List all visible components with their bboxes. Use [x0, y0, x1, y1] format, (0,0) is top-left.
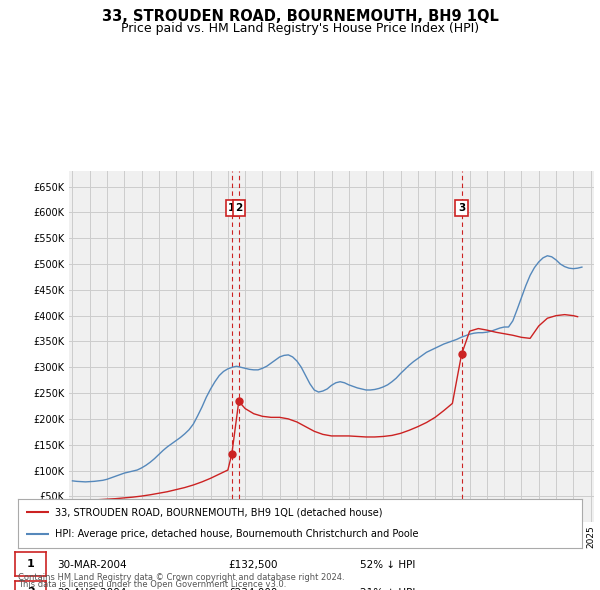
Text: 21% ↓ HPI: 21% ↓ HPI: [360, 588, 415, 590]
Text: Contains HM Land Registry data © Crown copyright and database right 2024.: Contains HM Land Registry data © Crown c…: [18, 573, 344, 582]
Text: 33, STROUDEN ROAD, BOURNEMOUTH, BH9 1QL (detached house): 33, STROUDEN ROAD, BOURNEMOUTH, BH9 1QL …: [55, 507, 382, 517]
Text: This data is licensed under the Open Government Licence v3.0.: This data is licensed under the Open Gov…: [18, 581, 286, 589]
Text: 2: 2: [27, 588, 34, 590]
Text: 3: 3: [458, 203, 465, 213]
Text: 30-MAR-2004: 30-MAR-2004: [57, 559, 127, 569]
Text: HPI: Average price, detached house, Bournemouth Christchurch and Poole: HPI: Average price, detached house, Bour…: [55, 529, 418, 539]
Text: 1: 1: [27, 559, 34, 569]
Text: 52% ↓ HPI: 52% ↓ HPI: [360, 559, 415, 569]
Text: 1: 1: [228, 203, 235, 213]
Text: 2: 2: [235, 203, 242, 213]
Text: 33, STROUDEN ROAD, BOURNEMOUTH, BH9 1QL: 33, STROUDEN ROAD, BOURNEMOUTH, BH9 1QL: [101, 9, 499, 24]
Text: £132,500: £132,500: [228, 559, 277, 569]
Text: £234,000: £234,000: [228, 588, 277, 590]
Text: Price paid vs. HM Land Registry's House Price Index (HPI): Price paid vs. HM Land Registry's House …: [121, 22, 479, 35]
Text: 20-AUG-2004: 20-AUG-2004: [57, 588, 127, 590]
